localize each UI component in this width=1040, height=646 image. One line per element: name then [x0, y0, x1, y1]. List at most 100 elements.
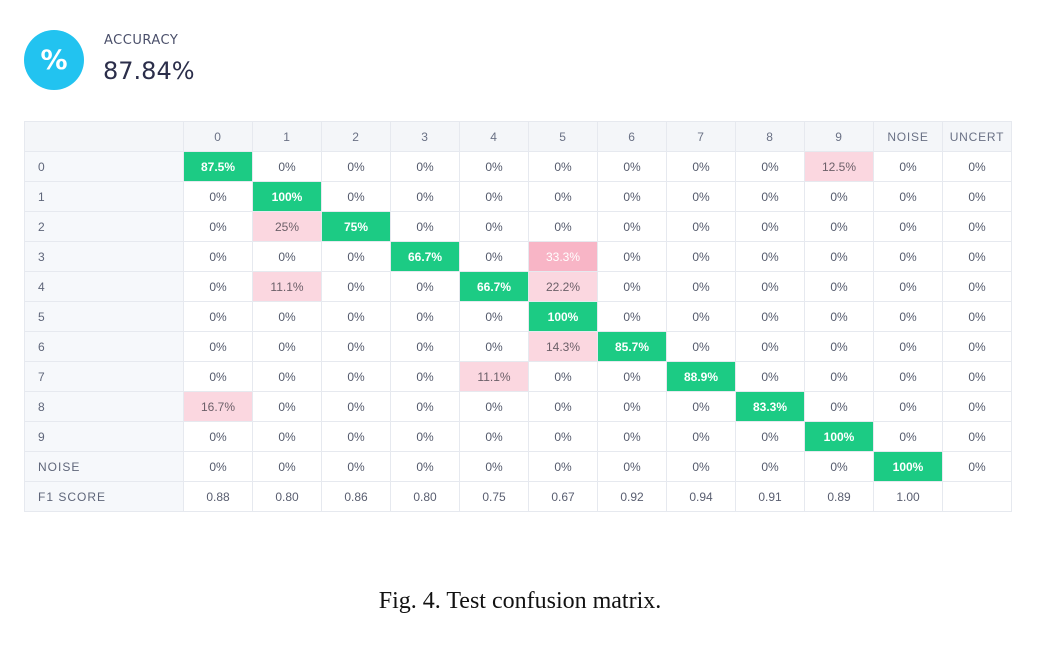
- matrix-cell: 0%: [666, 301, 736, 332]
- matrix-cell: 0%: [390, 181, 460, 212]
- matrix-cell: 0%: [666, 421, 736, 452]
- matrix-cell: 0%: [942, 301, 1012, 332]
- matrix-cell: 0%: [597, 361, 667, 392]
- percent-icon: %: [24, 30, 84, 90]
- matrix-cell: 0%: [528, 181, 598, 212]
- matrix-cell: 16.7%: [183, 391, 253, 422]
- matrix-row-8: 8 16.7% 0% 0% 0% 0% 0% 0% 0% 83.3% 0% 0% 0%: [24, 391, 1012, 422]
- matrix-cell: 0%: [252, 151, 322, 182]
- matrix-cell: 0%: [735, 451, 805, 482]
- matrix-cell: 0%: [390, 271, 460, 302]
- figure-caption: Fig. 4. Test confusion matrix.: [378, 588, 662, 614]
- matrix-cell: 0%: [252, 241, 322, 272]
- matrix-cell: 0%: [459, 181, 529, 212]
- column-header-7: 7: [666, 121, 736, 152]
- row-label-9: 9: [24, 421, 184, 452]
- column-header-uncert: UNCERT: [942, 121, 1012, 152]
- matrix-cell: 0%: [873, 271, 943, 302]
- column-header-0: 0: [183, 121, 253, 152]
- matrix-row-9: 9 0% 0% 0% 0% 0% 0% 0% 0% 0% 100% 0% 0%: [24, 421, 1012, 452]
- matrix-cell: 0%: [459, 301, 529, 332]
- matrix-cell: 33.3%: [528, 241, 598, 272]
- matrix-cell: 0%: [183, 241, 253, 272]
- matrix-cell: 0%: [528, 421, 598, 452]
- matrix-cell: 0%: [252, 391, 322, 422]
- matrix-cell: 0%: [735, 421, 805, 452]
- matrix-cell: 0%: [735, 241, 805, 272]
- matrix-cell: 0%: [804, 361, 874, 392]
- column-header-2: 2: [321, 121, 391, 152]
- matrix-cell: 75%: [321, 211, 391, 242]
- matrix-cell: 0%: [873, 331, 943, 362]
- column-header-6: 6: [597, 121, 667, 152]
- matrix-cell: 0%: [321, 421, 391, 452]
- accuracy-value: 87.84%: [103, 57, 195, 85]
- matrix-row-3: 3 0% 0% 0% 66.7% 0% 33.3% 0% 0% 0% 0% 0% 0%: [24, 241, 1012, 272]
- matrix-row-6: 6 0% 0% 0% 0% 0% 14.3% 85.7% 0% 0% 0% 0% 0%: [24, 331, 1012, 362]
- matrix-cell: 11.1%: [459, 361, 529, 392]
- matrix-cell: 0%: [183, 211, 253, 242]
- matrix-cell: 0%: [804, 391, 874, 422]
- matrix-cell: 0%: [321, 301, 391, 332]
- matrix-cell: 0%: [735, 271, 805, 302]
- matrix-row-5: 5 0% 0% 0% 0% 0% 100% 0% 0% 0% 0% 0% 0%: [24, 301, 1012, 332]
- matrix-cell: 0%: [528, 151, 598, 182]
- matrix-cell: 0%: [666, 391, 736, 422]
- matrix-cell: 0%: [459, 241, 529, 272]
- matrix-cell: 0%: [321, 391, 391, 422]
- matrix-cell: 0%: [528, 211, 598, 242]
- matrix-cell: 0%: [183, 181, 253, 212]
- f1-score-cell: 0.86: [321, 481, 391, 512]
- matrix-cell: 12.5%: [804, 151, 874, 182]
- matrix-cell: 0%: [252, 451, 322, 482]
- matrix-cell: 0%: [183, 451, 253, 482]
- matrix-cell: 0%: [735, 151, 805, 182]
- matrix-cell: 0%: [528, 451, 598, 482]
- matrix-cell: 100%: [528, 301, 598, 332]
- matrix-cell: 0%: [942, 361, 1012, 392]
- matrix-cell: 0%: [942, 151, 1012, 182]
- matrix-cell: 88.9%: [666, 361, 736, 392]
- column-header-8: 8: [735, 121, 805, 152]
- matrix-cell: 0%: [597, 211, 667, 242]
- matrix-cell: 0%: [942, 181, 1012, 212]
- matrix-cell: 22.2%: [528, 271, 598, 302]
- f1-score-cell: 0.75: [459, 481, 529, 512]
- f1-score-row: F1 SCORE 0.88 0.80 0.86 0.80 0.75 0.67 0.92 0.94…: [24, 481, 1012, 512]
- matrix-cell: 0%: [942, 271, 1012, 302]
- accuracy-label: ACCURACY: [104, 33, 179, 48]
- matrix-cell: 0%: [183, 301, 253, 332]
- matrix-cell: 0%: [390, 331, 460, 362]
- matrix-cell: 83.3%: [735, 391, 805, 422]
- matrix-cell: 87.5%: [183, 151, 253, 182]
- matrix-cell: 0%: [804, 271, 874, 302]
- f1-score-cell: 0.80: [390, 481, 460, 512]
- matrix-cell: 0%: [597, 271, 667, 302]
- matrix-cell: 0%: [666, 271, 736, 302]
- matrix-cell: 0%: [321, 241, 391, 272]
- column-header-3: 3: [390, 121, 460, 152]
- matrix-cell: 0%: [390, 211, 460, 242]
- f1-score-cell: 0.92: [597, 481, 667, 512]
- matrix-cell: 100%: [873, 451, 943, 482]
- matrix-row-1: 1 0% 100% 0% 0% 0% 0% 0% 0% 0% 0% 0% 0%: [24, 181, 1012, 212]
- matrix-cell: 0%: [804, 211, 874, 242]
- row-label-7: 7: [24, 361, 184, 392]
- matrix-row-4: 4 0% 11.1% 0% 0% 66.7% 22.2% 0% 0% 0% 0% 0% 0%: [24, 271, 1012, 302]
- row-label-4: 4: [24, 271, 184, 302]
- matrix-cell: 0%: [873, 391, 943, 422]
- matrix-cell: 0%: [390, 151, 460, 182]
- matrix-cell: 0%: [942, 451, 1012, 482]
- matrix-cell: 0%: [666, 211, 736, 242]
- row-label-noise: NOISE: [24, 451, 184, 482]
- matrix-cell: 0%: [252, 421, 322, 452]
- matrix-cell: 0%: [804, 331, 874, 362]
- matrix-cell: 0%: [873, 421, 943, 452]
- matrix-cell: 0%: [666, 451, 736, 482]
- f1-score-cell: 1.00: [873, 481, 943, 512]
- matrix-row-0: 0 87.5% 0% 0% 0% 0% 0% 0% 0% 0% 12.5% 0% 0%: [24, 151, 1012, 182]
- matrix-cell: 0%: [597, 301, 667, 332]
- matrix-cell: 0%: [873, 151, 943, 182]
- matrix-cell: 0%: [804, 301, 874, 332]
- matrix-cell: 0%: [252, 361, 322, 392]
